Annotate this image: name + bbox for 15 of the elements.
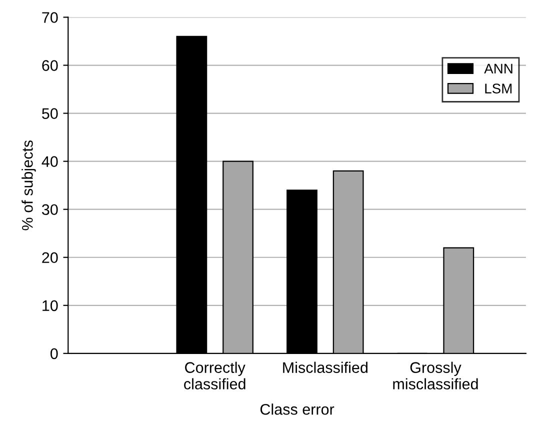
y-tick-label: 30 — [42, 204, 58, 216]
legend-label: ANN — [484, 64, 512, 74]
x-tick-label: Misclassified — [283, 362, 368, 373]
y-tick-label: 10 — [42, 300, 58, 312]
y-tick-label: 70 — [42, 12, 58, 23]
x-axis-title: Class error — [260, 404, 334, 415]
x-tick-label: Grossly misclassified — [393, 362, 478, 390]
y-tick-label: 0 — [50, 348, 58, 360]
y-axis-title: % of subjects — [22, 140, 36, 230]
y-tick-label: 50 — [42, 108, 58, 119]
y-tick-label: 60 — [42, 60, 58, 71]
y-tick-label: 20 — [42, 252, 58, 264]
y-tick-label: 40 — [42, 156, 58, 168]
legend-label: LSM — [485, 84, 512, 94]
x-tick-label: Correctly classified — [184, 362, 246, 390]
